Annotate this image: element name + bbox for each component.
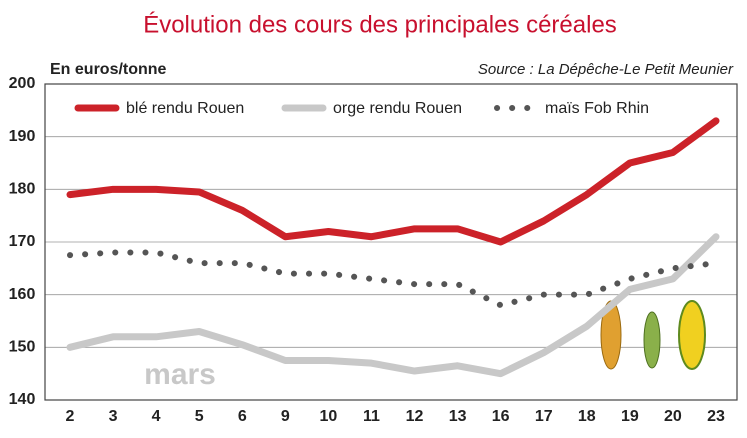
x-tick-label: 5: [195, 408, 204, 425]
x-tick-label: 19: [621, 408, 639, 425]
x-tick-label: 13: [449, 408, 467, 425]
y-tick-label: 190: [9, 128, 36, 145]
y-tick-label: 200: [9, 75, 36, 92]
x-tick-label: 23: [707, 408, 725, 425]
series-line: [66, 117, 720, 246]
x-tick-label: 4: [152, 408, 161, 425]
annotation: mars: [144, 358, 216, 391]
y-tick-label: 140: [9, 391, 36, 408]
x-tick-label: 6: [238, 408, 247, 425]
y-axis-label: En euros/tonne: [50, 61, 167, 78]
x-tick-label: 2: [66, 408, 75, 425]
x-tick-label: 17: [535, 408, 553, 425]
x-tick-label: 18: [578, 408, 596, 425]
x-tick-label: 3: [109, 408, 118, 425]
legend-label: blé rendu Rouen: [126, 100, 244, 117]
source: Source : La Dépêche-Le Petit Meunier: [478, 61, 734, 78]
y-tick-label: 160: [9, 286, 36, 303]
x-tick-label: 16: [492, 408, 510, 425]
series-line: [67, 249, 719, 309]
x-tick-label: 12: [406, 408, 424, 425]
y-tick-label: 180: [9, 181, 36, 198]
x-tick-label: 20: [664, 408, 682, 425]
y-tick-label: 170: [9, 233, 36, 250]
plot-frame: [44, 83, 738, 401]
legend-label: maïs Fob Rhin: [545, 100, 649, 117]
x-tick-label: 11: [363, 408, 380, 425]
chart-title: Évolution des cours des principales céré…: [143, 11, 617, 38]
legend-label: orge rendu Rouen: [333, 100, 462, 117]
x-tick-label: 10: [320, 408, 338, 425]
y-tick-label: 150: [9, 339, 36, 356]
cereal-illustration: [600, 300, 706, 370]
series-line: [66, 233, 720, 378]
x-tick-label: 9: [281, 408, 290, 425]
